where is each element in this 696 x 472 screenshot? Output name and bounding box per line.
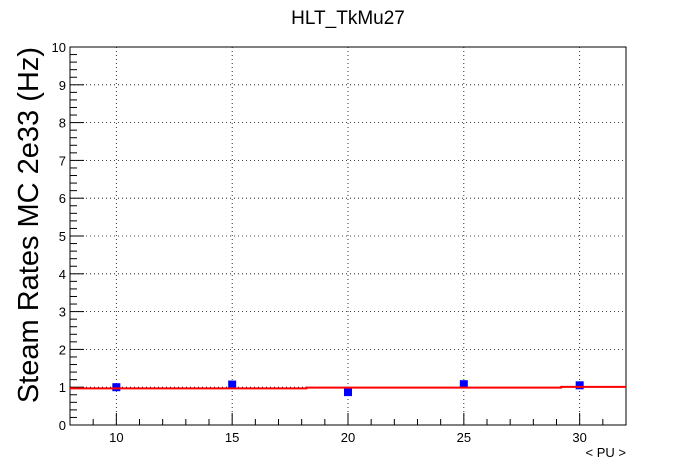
x-tick-label: 15 — [225, 430, 239, 445]
y-tick-label: 6 — [59, 191, 66, 206]
y-tick-label: 5 — [59, 229, 66, 244]
data-point — [459, 380, 468, 389]
x-tick-label: 20 — [341, 430, 355, 445]
tick-label-layer: 10 15 20 25 30 0 1 2 3 4 5 6 7 8 9 10 — [52, 40, 587, 445]
data-point — [575, 381, 584, 390]
y-tick-label: 10 — [52, 40, 66, 55]
x-tick-label: 10 — [109, 430, 123, 445]
data-point — [344, 388, 352, 397]
tick-layer — [69, 46, 627, 426]
fit-line — [70, 385, 626, 390]
x-tick-label: 25 — [457, 430, 471, 445]
y-tick-label: 2 — [59, 342, 66, 357]
series-layer — [70, 380, 626, 397]
chart-title: HLT_TkMu27 — [291, 8, 405, 29]
y-tick-label: 4 — [59, 267, 66, 282]
y-tick-label: 9 — [59, 78, 66, 93]
data-point — [112, 383, 121, 392]
x-tick-label: 30 — [572, 430, 586, 445]
y-tick-label: 0 — [59, 418, 66, 433]
data-point — [228, 380, 237, 389]
y-tick-label: 3 — [59, 305, 66, 320]
y-axis-label: Steam Rates MC 2e33 (Hz) — [13, 47, 45, 403]
grid-layer — [70, 47, 626, 425]
x-axis-label: < PU > — [586, 445, 626, 460]
y-tick-label: 1 — [59, 380, 66, 395]
y-tick-label: 7 — [59, 153, 66, 168]
y-tick-label: 8 — [59, 116, 66, 131]
